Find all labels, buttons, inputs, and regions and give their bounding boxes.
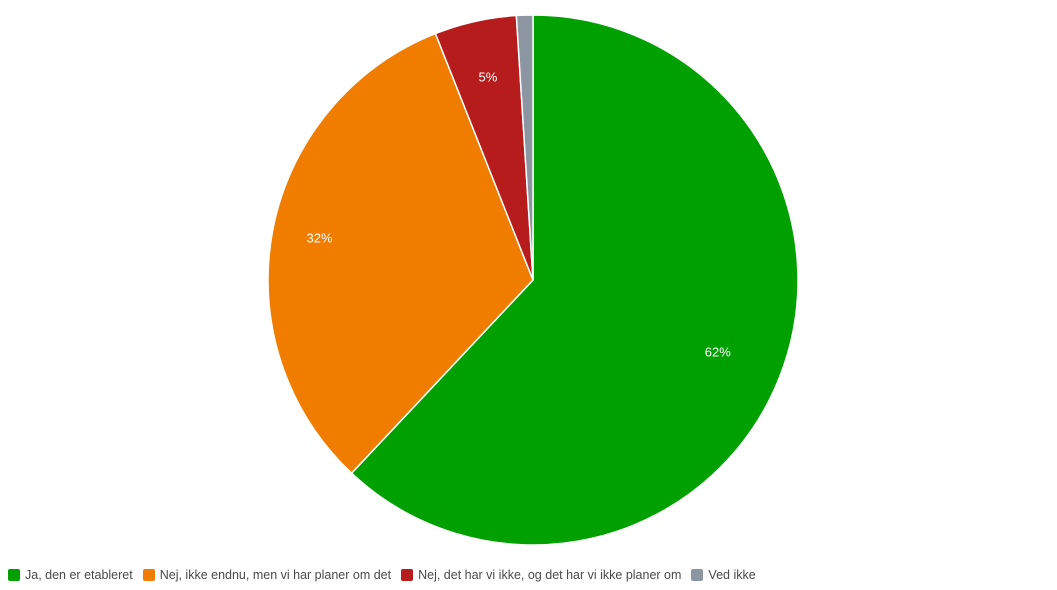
pie-slice-2: [267, 32, 534, 475]
legend-swatch-3: [401, 569, 414, 581]
pie-slice-4: [515, 14, 534, 281]
pie-slice-1: [350, 14, 799, 546]
pie-plot-area: 62% 32% 5%: [267, 14, 799, 546]
legend-label-1: Ja, den er etableret: [25, 568, 133, 582]
legend-label-2: Nej, ikke endnu, men vi har planer om de…: [159, 568, 392, 582]
slice-label-2: 32%: [306, 231, 332, 246]
legend-item-3: Nej, det har vi ikke, og det har vi ikke…: [401, 568, 681, 582]
legend-item-2: Nej, ikke endnu, men vi har planer om de…: [142, 568, 392, 582]
legend-item-4: Ved ikke: [691, 568, 756, 582]
legend-swatch-1: [8, 569, 20, 581]
chart-legend: Ja, den er etableret Nej, ikke endnu, men…: [8, 566, 766, 584]
slice-label-1: 62%: [705, 345, 731, 360]
legend-label-4: Ved ikke: [708, 568, 756, 582]
legend-label-3: Nej, det har vi ikke, og det har vi ikke…: [418, 568, 682, 582]
legend-item-1: Ja, den er etableret: [8, 568, 133, 582]
slice-label-3: 5%: [479, 70, 498, 85]
legend-swatch-2: [142, 569, 155, 581]
legend-swatch-4: [691, 569, 704, 581]
